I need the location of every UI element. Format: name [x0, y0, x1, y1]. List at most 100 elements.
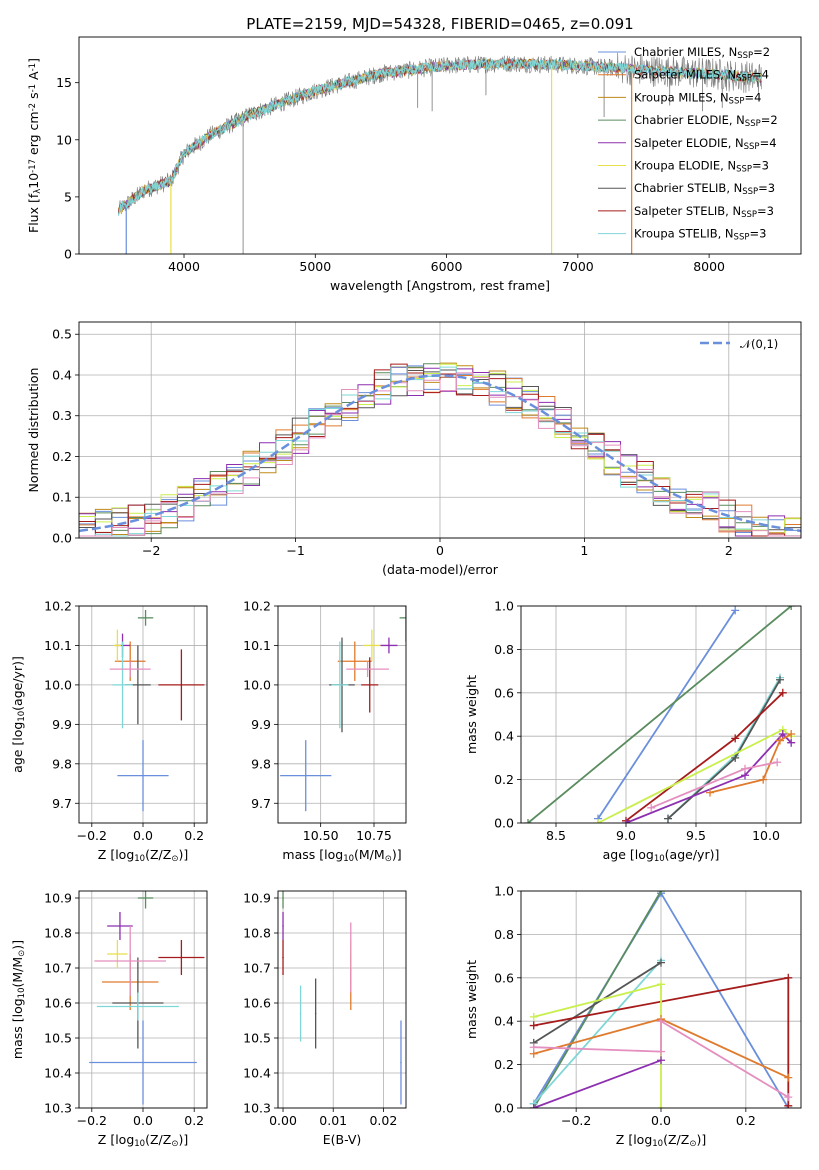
legend-label: Chabrier ELODIE, NSSP=2 — [634, 113, 778, 129]
legend-label: Salpeter ELODIE, NSSP=4 — [634, 136, 777, 152]
series-line — [533, 961, 662, 1044]
data-point — [144, 897, 147, 899]
data-point — [349, 956, 352, 959]
data-point-marker — [787, 738, 796, 747]
data-point-marker — [657, 958, 665, 967]
data-point-marker — [529, 1021, 538, 1030]
data-point — [400, 1061, 402, 1064]
data-point — [371, 644, 373, 647]
series-line — [527, 606, 792, 823]
x-tick-label: −0.2 — [561, 1113, 591, 1128]
x-axis-label: (data-model)/error — [382, 562, 499, 577]
x-axis-label: E(B-V) — [323, 1132, 362, 1147]
y-tick-label: 0.6 — [494, 685, 514, 700]
y-tick-label: 0 — [64, 247, 72, 262]
data-point-marker — [657, 1047, 665, 1056]
y-tick-label: 10.8 — [44, 926, 72, 941]
data-point-marker — [594, 819, 602, 823]
plot-area — [524, 606, 796, 823]
data-point-marker — [787, 730, 796, 739]
data-point-marker — [529, 1104, 538, 1108]
spectrum-axes: PLATE=2159, MJD=54328, FIBERID=0465, z=0… — [26, 15, 802, 293]
y-tick-label: 15 — [56, 75, 72, 90]
y-tick-label: 10.8 — [243, 926, 271, 941]
y-tick-label: 0.2 — [494, 772, 514, 787]
series-line — [597, 609, 736, 820]
y-tick-label: 10.4 — [44, 1066, 72, 1081]
x-tick-label: 8.5 — [546, 828, 566, 843]
data-point — [129, 960, 131, 962]
model-spectrum-line — [117, 57, 762, 216]
data-point-marker — [664, 814, 672, 823]
series-line — [667, 677, 781, 820]
x-tick-label: 1 — [580, 543, 588, 558]
x-tick-label: 0.0 — [133, 828, 153, 843]
legend-label: Salpeter MILES, NSSP=4 — [634, 68, 769, 84]
data-point — [388, 644, 390, 647]
x-tick-label: 10.75 — [356, 828, 392, 843]
data-point — [144, 617, 147, 619]
residuals-axes: −2 −1 0 1 2 0.0 0.1 0.2 0.3 0.4 0.5 (data-model)/er… — [26, 321, 802, 577]
x-tick-label: 0.0 — [133, 1113, 153, 1128]
y-axis-label: age [log10(age/yr)] — [10, 656, 27, 773]
plot-area — [282, 891, 402, 1105]
y-axis-label: mass weight — [464, 960, 479, 1039]
legend-label: Kroupa MILES, NSSP=4 — [634, 90, 761, 106]
y-tick-label: 10.2 — [44, 599, 72, 614]
y-tick-label: 9.7 — [251, 796, 271, 811]
data-point-marker — [773, 758, 782, 767]
series-line — [709, 733, 792, 794]
x-tick-label: 0.2 — [184, 828, 204, 843]
data-point-marker — [784, 1093, 793, 1102]
data-point-marker — [778, 688, 787, 697]
axes-frame — [277, 890, 407, 1109]
data-point-marker — [778, 730, 787, 739]
x-axis-label: Z [log10(Z/Z⊙)] — [98, 847, 188, 864]
plot-area — [79, 362, 801, 538]
x-tick-label: 9.0 — [616, 828, 636, 843]
data-point — [142, 774, 144, 777]
y-tick-label: 0.0 — [494, 816, 514, 831]
age_vs_mass-axes: 10.50 10.75 9.7 9.8 9.9 10.0 10.1 10.2 mass [log… — [243, 599, 407, 864]
series-line — [533, 1059, 662, 1108]
axes-frame — [78, 605, 208, 824]
age_vs_Z-axes: −0.2 0.0 0.2 9.7 9.8 9.9 10.0 10.1 10.2 Z [log10(… — [10, 599, 208, 864]
x-tick-label: 0.2 — [736, 1113, 756, 1128]
x-tick-label: −0.2 — [77, 1113, 107, 1128]
data-point — [180, 684, 183, 686]
data-point — [137, 684, 139, 686]
y-tick-label: 0.3 — [52, 408, 72, 423]
data-point — [368, 684, 371, 686]
x-tick-label: 9.5 — [686, 828, 706, 843]
plot-area — [280, 606, 406, 812]
data-point — [304, 774, 307, 777]
y-tick-label: 10.7 — [243, 961, 271, 976]
x-axis-label: Z [log10(Z/Z⊙)] — [616, 1132, 706, 1149]
legend-label: Kroupa STELIB, NSSP=3 — [634, 227, 766, 243]
gaussian-curve — [79, 374, 801, 533]
y-tick-label: 9.8 — [52, 756, 72, 771]
data-point-marker — [657, 891, 665, 895]
data-point — [142, 1061, 144, 1064]
y-tick-label: 10.6 — [44, 996, 72, 1011]
y-axis-label: Normed distribution — [26, 368, 41, 493]
plot-area — [529, 891, 793, 1108]
y-tick-label: 0.2 — [494, 1057, 514, 1072]
y-tick-label: 10.1 — [44, 638, 72, 653]
y-tick-label: 1.0 — [494, 599, 514, 614]
data-point — [282, 956, 284, 959]
massweight_vs_Z-axes: −0.2 0.0 0.2 0.0 0.2 0.4 0.6 0.8 1.0 Z [log10(Z/Z… — [464, 884, 802, 1149]
x-tick-label: 0.0 — [651, 1113, 671, 1128]
y-tick-label: 10.6 — [243, 996, 271, 1011]
data-point — [282, 897, 284, 899]
y-tick-label: 10 — [56, 132, 72, 147]
data-point-marker — [657, 980, 665, 989]
axes-frame — [78, 321, 802, 539]
x-tick-label: 0.2 — [184, 1113, 204, 1128]
series-line — [533, 1019, 789, 1098]
y-tick-label: 10.0 — [243, 677, 271, 692]
x-tick-label: 4000 — [168, 259, 200, 274]
y-tick-label: 0.4 — [494, 729, 514, 744]
y-tick-label: 0.5 — [52, 327, 72, 342]
